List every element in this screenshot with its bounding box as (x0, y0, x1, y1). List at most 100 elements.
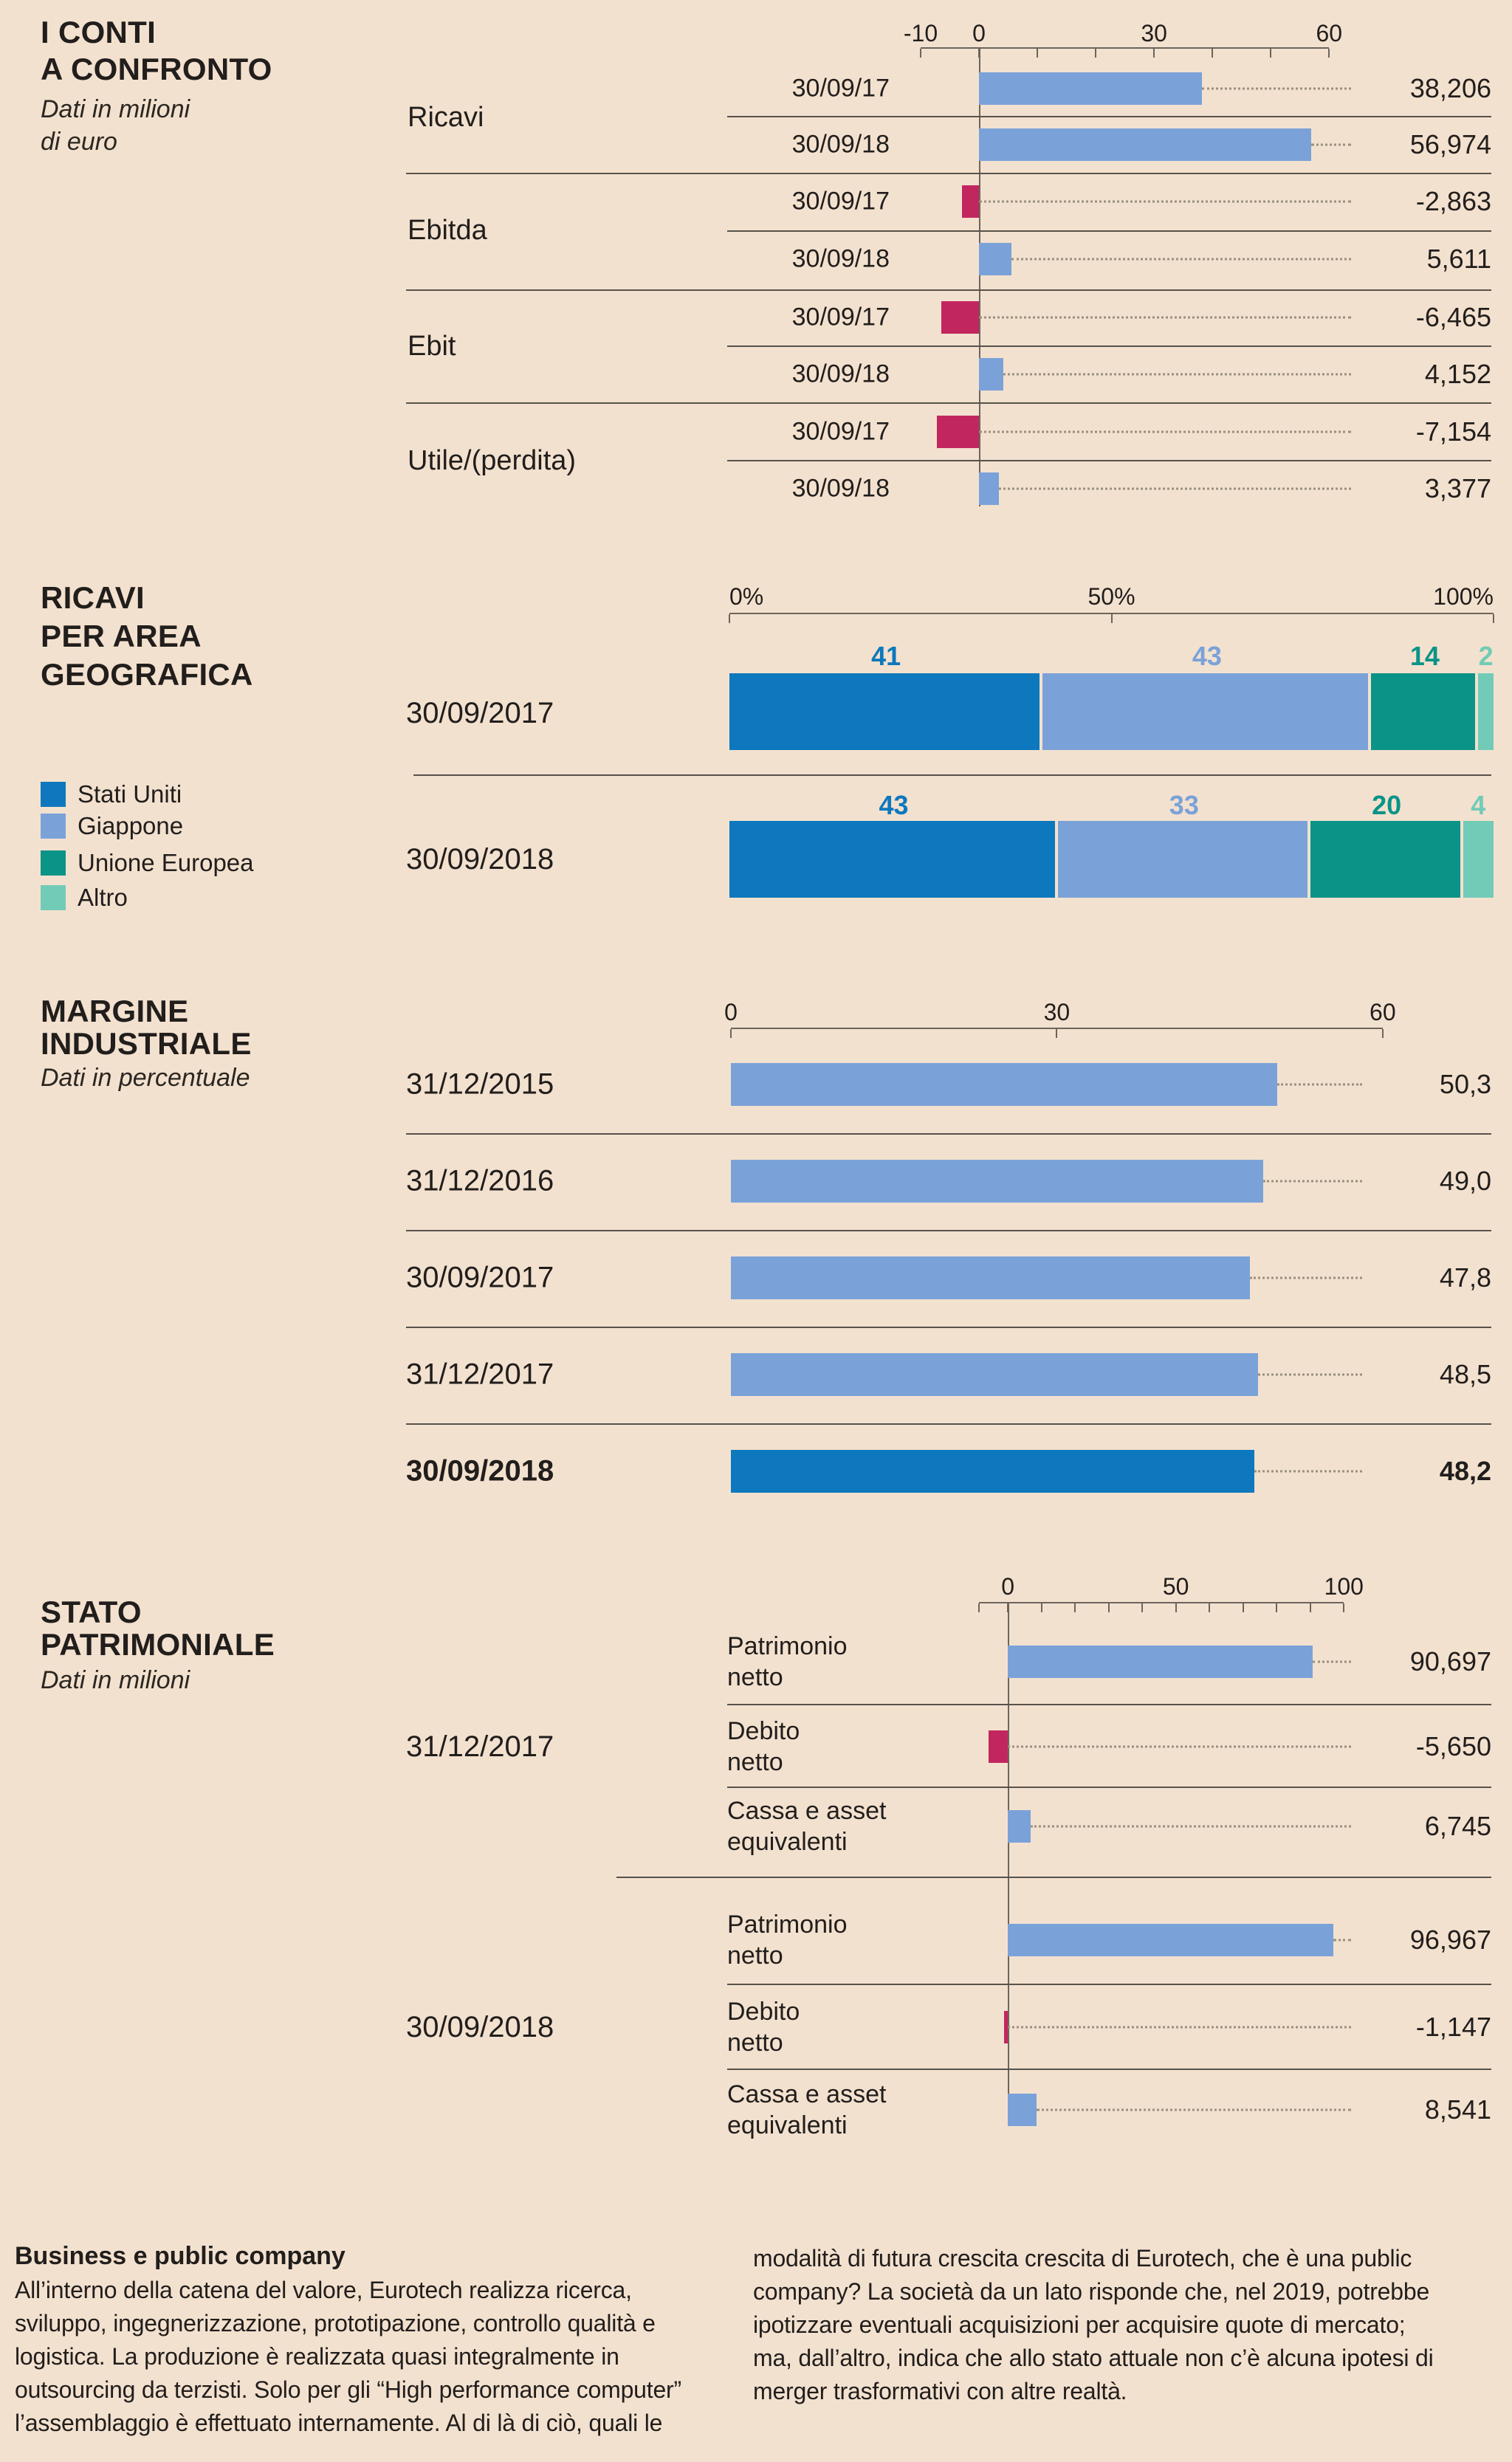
leader-line (1202, 87, 1351, 90)
segment-value-label: 43 (879, 790, 909, 820)
segment-value-label: 14 (1409, 641, 1440, 671)
chart-row: Debito netto -1,147 (0, 1998, 1512, 2057)
bar-track (731, 1056, 1491, 1113)
section-title: A CONFRONTO (41, 52, 272, 86)
stacked-bar (729, 821, 1494, 898)
bar (731, 1160, 1263, 1203)
separator (727, 1984, 1491, 1985)
bar-track (921, 346, 1491, 402)
group-separator (406, 402, 1491, 404)
segment-value-label: 33 (1169, 790, 1199, 820)
axis-baseline (979, 1602, 1344, 1603)
bar-track (979, 1719, 1491, 1775)
zero-line (1008, 1603, 1009, 2126)
section-title: PER AREA (41, 619, 202, 653)
group-label: Utile/(perdita) (408, 445, 577, 476)
separator (727, 1704, 1491, 1705)
bar (731, 1353, 1258, 1396)
section-title: INDUSTRIALE (41, 1026, 252, 1061)
bar-segment (729, 821, 1059, 898)
value-label: -7,154 (1415, 416, 1491, 447)
value-label: 38,206 (1409, 73, 1491, 103)
axis-tick-label: 0 (1001, 1573, 1015, 1600)
value-label: 4,152 (1424, 359, 1491, 389)
value-label: -6,465 (1415, 302, 1491, 332)
bar-track (921, 61, 1491, 117)
bar-segment (1058, 821, 1310, 898)
bar (731, 1256, 1251, 1299)
axis-tick-label: 30 (1141, 20, 1167, 47)
legend-item: Stati Uniti (41, 782, 425, 807)
row-category: 30/09/2017 (406, 697, 554, 729)
footer-paragraph-line: sviluppo, ingegnerizzazione, prototipazi… (15, 2310, 656, 2337)
axis-tick (1110, 614, 1113, 623)
axis-tick (1343, 1603, 1345, 1612)
bar-track (921, 173, 1491, 230)
legend-label: Giappone (78, 812, 184, 839)
group-label: Ebit (408, 331, 456, 362)
value-label: 90,697 (1409, 1646, 1491, 1677)
bar (1003, 2011, 1008, 2043)
bar (979, 243, 1012, 275)
section-subtitle: Dati in milioni (41, 95, 190, 123)
value-label: 49,0 (1439, 1166, 1491, 1196)
value-label: -2,863 (1415, 186, 1491, 216)
leader-line (1333, 1939, 1351, 1942)
row-category: Debito netto (727, 1717, 800, 1776)
row-category: Debito netto (727, 1998, 800, 2057)
segment-labels-row: 41 43 14 2 (729, 642, 1494, 671)
row-category: 31/12/2015 (406, 1067, 554, 1101)
bar (937, 416, 980, 448)
row-category: 30/09/18 (791, 360, 890, 388)
section-title: I CONTI (41, 15, 157, 49)
bar-track (979, 1798, 1491, 1854)
value-label: 96,967 (1409, 1925, 1491, 1955)
row-category: 30/09/18 (791, 130, 890, 159)
chart-row: 30/09/17 38,206 (0, 61, 1512, 117)
chart-row: Patrimonio netto 96,967 (0, 1911, 1512, 1970)
value-label: 3,377 (1424, 473, 1491, 503)
legend-swatch (41, 885, 66, 910)
legend-label: Unione Europea (78, 849, 254, 876)
leader-line (1250, 1276, 1362, 1279)
bar (731, 1063, 1278, 1106)
bar (1008, 1810, 1031, 1843)
separator (406, 1327, 1491, 1328)
section-title: STATO (41, 1595, 142, 1629)
footer-paragraph-line: logistica. La produzione è realizzata qu… (15, 2343, 619, 2370)
value-label: 5,611 (1426, 244, 1491, 274)
axis-tick-label: 30 (1043, 999, 1071, 1025)
axis-tick (1040, 1603, 1042, 1612)
footer-paragraph-line: outsourcing da terzisti. Solo per gli “H… (15, 2376, 681, 2403)
legend-item: Altro (41, 885, 425, 910)
bar-track (979, 1634, 1491, 1690)
value-label: 8,541 (1424, 2094, 1491, 2125)
group-separator (406, 173, 1491, 174)
group-label: Ebitda (408, 215, 487, 246)
axis-baseline (729, 613, 1494, 614)
bar-track (921, 461, 1491, 517)
value-label: -1,147 (1415, 2012, 1491, 2042)
leader-line (1263, 1180, 1362, 1183)
leader-line (979, 316, 1351, 319)
axis-baseline (921, 47, 1330, 49)
leader-line (979, 200, 1351, 203)
separator (727, 116, 1491, 117)
value-label: 56,974 (1409, 129, 1491, 159)
section-subtitle: Dati in milioni (41, 1666, 190, 1694)
bar (962, 185, 980, 218)
bar-segment (1463, 821, 1494, 898)
value-label: 48,2 (1439, 1456, 1491, 1486)
leader-line (1003, 373, 1351, 376)
axis-tick (1309, 1603, 1311, 1612)
bar (941, 301, 980, 334)
leader-line (1008, 2026, 1351, 2029)
group-label: 30/09/2018 (406, 2011, 554, 2043)
separator (406, 1230, 1491, 1231)
legend-label: Stati Uniti (78, 780, 182, 808)
axis-tick (1381, 1029, 1384, 1038)
footer-paragraph-line: company? La società da un lato risponde … (753, 2278, 1430, 2305)
group-label: Ricavi (408, 102, 484, 133)
bar-track (979, 2082, 1491, 2138)
row-category: 30/09/2017 (406, 1261, 554, 1294)
